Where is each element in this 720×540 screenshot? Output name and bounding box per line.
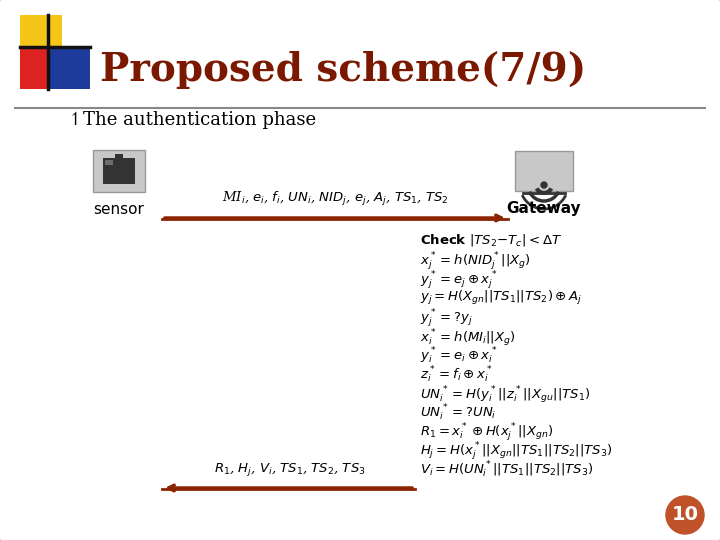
Text: $H_j = H(x_j^*||X_{gn}||TS_1|| TS_2||TS_3)$: $H_j = H(x_j^*||X_{gn}||TS_1|| TS_2||TS_… xyxy=(420,441,613,463)
Circle shape xyxy=(541,182,547,188)
Text: $x_j^* = h(NID_j^*||X_g)$: $x_j^* = h(NID_j^*||X_g)$ xyxy=(420,251,531,273)
Text: $y_j^* =? y_j$: $y_j^* =? y_j$ xyxy=(420,308,473,330)
Text: $UN_i^* = H(y_i^*||z_i^*||X_{gu}||TS_1)$: $UN_i^* = H(y_i^*||z_i^*||X_{gu}||TS_1)$ xyxy=(420,384,590,405)
Text: MI$_i$, $e_i$, $f_i$, $UN_i$, $NID_j$, $e_j$, $A_j$, $TS_1$, $TS_2$: MI$_i$, $e_i$, $f_i$, $UN_i$, $NID_j$, $… xyxy=(222,190,449,208)
Bar xyxy=(48,47,90,89)
Text: Gateway: Gateway xyxy=(507,201,581,216)
Bar xyxy=(105,160,113,165)
Text: $y_j = H(X_{gn}||TS_1||TS_2) \oplus A_j$: $y_j = H(X_{gn}||TS_1||TS_2) \oplus A_j$ xyxy=(420,289,582,307)
Bar xyxy=(115,154,123,160)
Bar xyxy=(515,151,573,191)
Text: $x_i^* = h(MI_i||X_g)$: $x_i^* = h(MI_i||X_g)$ xyxy=(420,327,516,348)
Text: $z_i^* = f_i \oplus x_i^*$: $z_i^* = f_i \oplus x_i^*$ xyxy=(420,365,492,386)
Text: sensor: sensor xyxy=(94,202,145,217)
Text: $y_i^* = e_i \oplus x_i^*$: $y_i^* = e_i \oplus x_i^*$ xyxy=(420,346,498,366)
Text: Proposed scheme(7/9): Proposed scheme(7/9) xyxy=(100,51,586,89)
Text: $y_j^* = e_j \oplus x_j^*$: $y_j^* = e_j \oplus x_j^*$ xyxy=(420,270,498,292)
Text: $UN_i^* =? UN_i$: $UN_i^* =? UN_i$ xyxy=(420,403,497,423)
Circle shape xyxy=(666,496,704,534)
Bar xyxy=(93,150,145,192)
Text: ↿The authentication phase: ↿The authentication phase xyxy=(68,111,316,129)
Bar xyxy=(20,47,62,89)
Polygon shape xyxy=(103,158,135,184)
Text: $R_1$, $H_j$, $V_i$, $TS_1$, $TS_2$, $TS_3$: $R_1$, $H_j$, $V_i$, $TS_1$, $TS_2$, $TS… xyxy=(215,461,366,478)
Text: Check $|TS_2\mathit{-T_c}| < \Delta T$: Check $|TS_2\mathit{-T_c}| < \Delta T$ xyxy=(420,232,562,248)
Bar xyxy=(20,15,62,57)
Text: $R_1 = x_i^* \oplus H(x_j^*||X_{gn})$: $R_1 = x_i^* \oplus H(x_j^*||X_{gn})$ xyxy=(420,422,553,444)
Text: 10: 10 xyxy=(672,505,698,524)
Text: $V_i = H(UN_i^*||TS_1|| TS_2 ||TS_3)$: $V_i = H(UN_i^*||TS_1|| TS_2 ||TS_3)$ xyxy=(420,460,593,481)
